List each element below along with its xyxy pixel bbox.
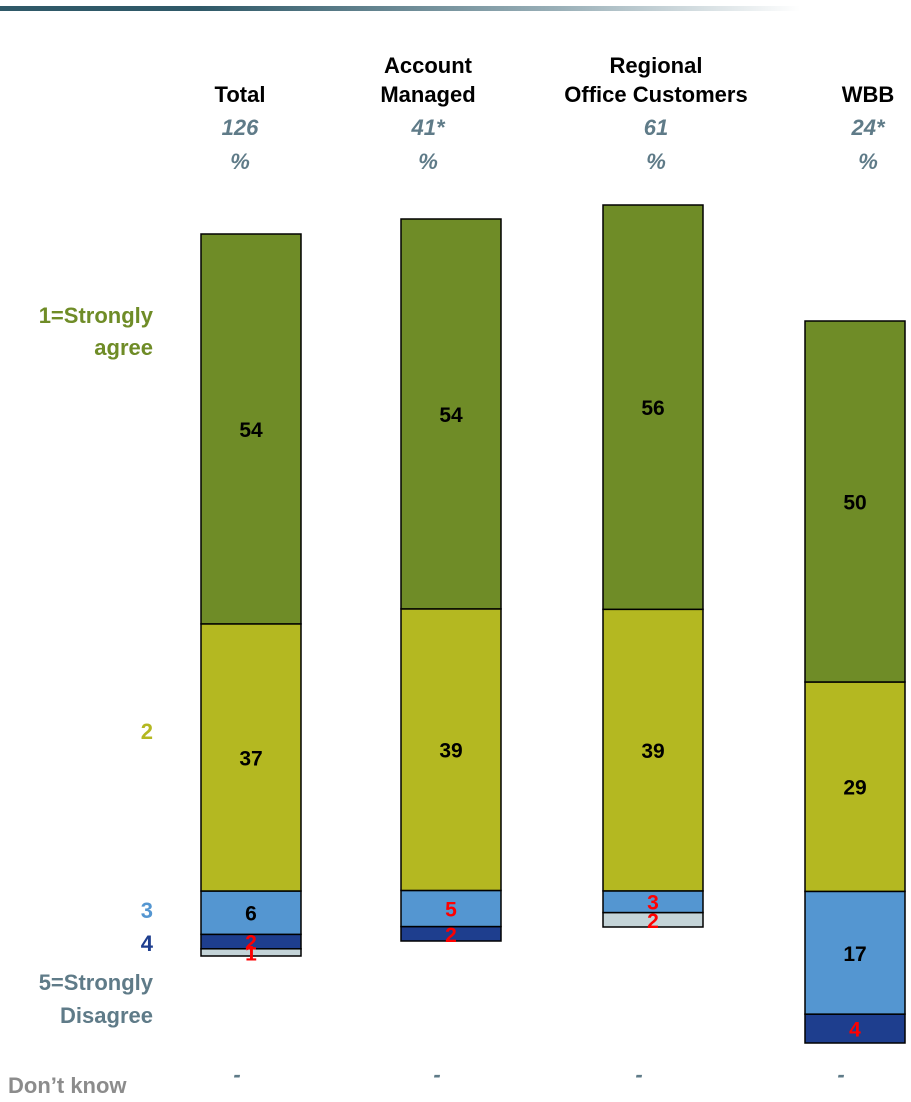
dont-know-label: Don’t know [8,1073,127,1098]
column-base: 41* [410,115,445,140]
dont-know-value: - [433,1062,440,1087]
column-base: 61 [644,115,668,140]
bar-segment [400,608,502,892]
data-label: 2 [647,910,659,933]
column-unit: % [858,149,878,174]
dont-know-value: - [635,1062,642,1087]
column-base: 24* [850,115,885,140]
legend-label-line: 4 [141,931,154,956]
legend-label: 4 [141,931,154,956]
legend-label: 2 [141,719,153,744]
data-label: 4 [849,1019,861,1042]
data-label: 1 [245,942,257,965]
legend-label-line: 3 [141,898,153,923]
data-label: 3 [647,892,659,915]
legend-label: 5=Strongly Disagree [39,970,154,1028]
data-label: 39 [439,740,462,763]
data-label: 39 [641,740,664,763]
column-title: Office Customers [564,82,747,107]
legend-label-line: Disagree [60,1003,153,1028]
header-accent-bar [0,6,800,11]
data-label: 17 [843,943,866,966]
bar-segment [804,681,906,893]
legend-label: 1=Strongly agree [39,303,154,360]
legend-label-line: 2 [141,719,153,744]
data-label: 5 [445,899,457,922]
data-label: 2 [445,924,457,947]
legend-label-line: agree [94,335,153,360]
dont-know-value: - [837,1062,844,1087]
data-label: 6 [245,903,257,926]
bar-segment [804,890,906,1015]
data-label: 2 [245,932,257,955]
column-title: Managed [380,82,475,107]
bar-segment [200,890,302,936]
data-label: 29 [843,777,866,800]
column-unit: % [230,149,250,174]
legend-label: 3 [141,898,153,923]
column-title: Regional [610,53,703,78]
column-header: Account Managed 41*% [380,53,475,174]
column-header: Total 126% [215,82,266,174]
legend-label-line: 1=Strongly [39,303,154,328]
column-unit: % [646,149,666,174]
column-header: Regional Office Customers 61% [564,53,747,174]
data-label: 56 [641,397,664,420]
bar-segment [200,233,302,625]
column-title: WBB [842,82,895,107]
bar-segment [400,218,502,610]
data-label: 54 [239,419,263,442]
bar-segment [804,1013,906,1044]
bar-segment [602,204,704,611]
data-label: 37 [239,747,262,770]
column-unit: % [418,149,438,174]
bar-segment [200,623,302,892]
column-header: WBB 24*% [842,82,895,174]
column-title: Total [215,82,266,107]
legend-label-line: 5=Strongly [39,970,154,995]
column-title: Account [384,53,473,78]
data-label: 50 [843,492,866,515]
dont-know-value: - [233,1062,240,1087]
bar-segment [804,320,906,683]
data-label: 54 [439,404,463,427]
bar-segment [602,608,704,892]
column-base: 126 [222,115,259,140]
